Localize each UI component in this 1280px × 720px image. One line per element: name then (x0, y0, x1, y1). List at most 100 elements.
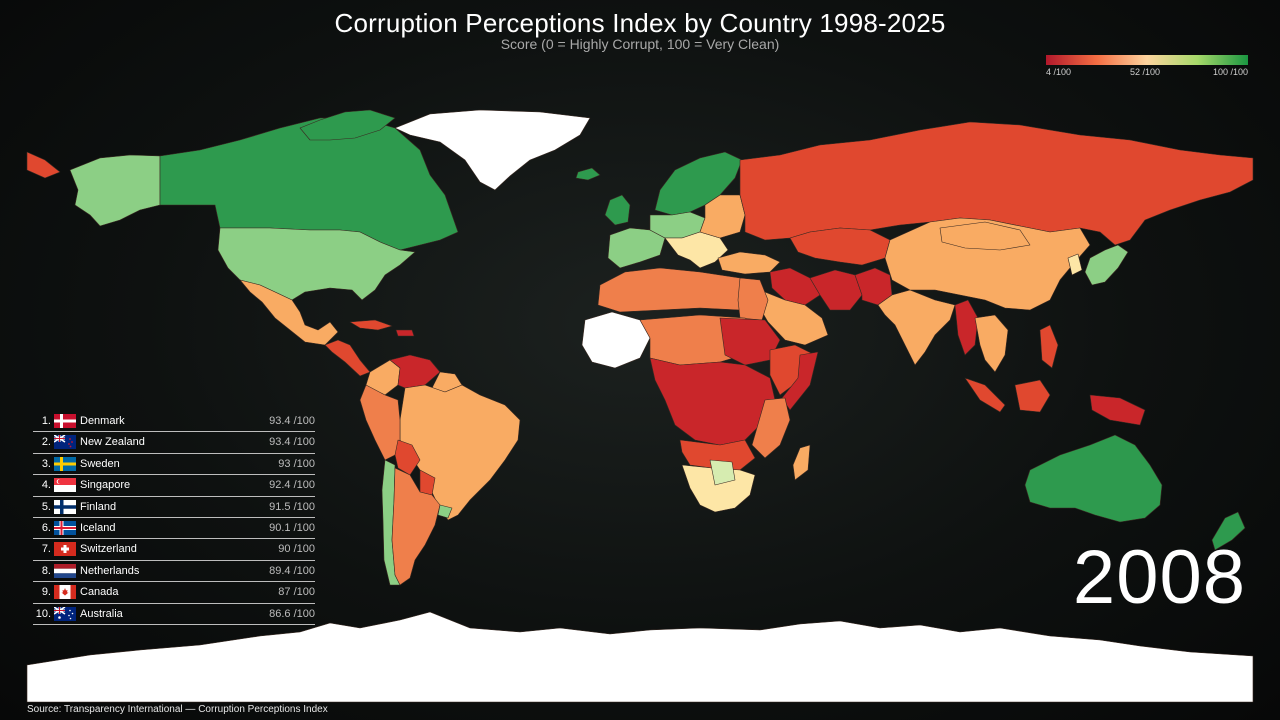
region-italy-balkans (664, 231, 729, 269)
rank-number: 7. (41, 543, 51, 556)
rank-number: 4. (41, 479, 51, 492)
flag-singapore-icon (54, 478, 76, 493)
legend-max-label: 100 /100 (1212, 67, 1248, 77)
ranking-row: 2. New Zealand 93.4 /100 (33, 432, 315, 454)
country-score: 90 /100 (278, 543, 315, 556)
flag-iceland-icon (54, 520, 76, 535)
rank-number: 8. (41, 564, 51, 577)
ranking-row: 4. Singapore 92.4 /100 (33, 475, 315, 497)
ranking-row: 3. Sweden 93 /100 (33, 454, 315, 476)
country-name: Australia (80, 607, 123, 620)
region-india (877, 289, 956, 366)
ranking-row: 7. Switzerland 90 /100 (33, 539, 315, 561)
region-canada-islands (299, 109, 396, 141)
region-iran (809, 269, 863, 311)
region-thailand-indochina (974, 314, 1009, 373)
country-score: 87 /100 (278, 586, 315, 599)
region-mexico (239, 279, 339, 346)
flag-finland-icon (54, 499, 76, 514)
flag-sweden-icon (54, 456, 76, 471)
country-name: Denmark (80, 415, 125, 427)
source-credit: Source: Transparency International — Cor… (27, 704, 328, 715)
region-antarctica (26, 611, 1254, 703)
page-subtitle: Score (0 = Highly Corrupt, 100 = Very Cl… (500, 36, 780, 52)
rank-number: 1. (41, 415, 51, 427)
region-madagascar (792, 444, 811, 481)
flag-netherlands-icon (54, 563, 76, 578)
region-ecuador-peru (359, 384, 401, 461)
country-name: Canada (80, 586, 119, 599)
legend-min-label: 4 /100 (1046, 67, 1072, 77)
region-east-africa (751, 397, 791, 459)
region-new-guinea (1089, 394, 1146, 426)
region-middle-east (769, 267, 821, 306)
country-name: Netherlands (80, 564, 140, 577)
rank-number: 3. (41, 457, 51, 470)
region-hispaniola (395, 329, 415, 337)
country-score: 90.1 /100 (269, 521, 315, 534)
region-sumatra (964, 377, 1006, 413)
legend-gradient-bar (1046, 55, 1248, 65)
color-legend: 4 /100 52 /100 100 /100 (1046, 55, 1248, 81)
region-china (884, 217, 1091, 311)
region-central-asia (789, 227, 891, 266)
page-title: Corruption Perceptions Index by Country … (334, 8, 946, 38)
country-score: 91.5 /100 (269, 500, 315, 513)
region-new-zealand (1211, 511, 1246, 551)
ranking-row: 1. Denmark 93.4 /100 (33, 411, 315, 433)
region-alaska (69, 154, 161, 227)
top-ten-ranking: 1. Denmark 93.4 /100 2. New Zealand 93.4… (33, 411, 315, 625)
region-egypt (737, 277, 769, 321)
ranking-row: 6. Iceland 90.1 /100 (33, 518, 315, 540)
region-cuba (349, 319, 393, 331)
region-korea (1067, 253, 1083, 276)
region-eastern-europe (699, 194, 746, 239)
flag-switzerland-icon (54, 542, 76, 557)
country-name: Finland (80, 500, 117, 513)
flag-canada-icon (54, 585, 76, 600)
region-turkey (717, 251, 781, 275)
flag-denmark-icon (54, 414, 76, 428)
region-australia (1024, 434, 1163, 523)
rank-number: 9. (41, 586, 51, 599)
region-greenland (394, 109, 591, 191)
rank-number: 5. (41, 500, 51, 513)
region-argentina (391, 467, 441, 586)
region-japan (1084, 244, 1129, 286)
region-botswana (709, 459, 736, 486)
rank-number: 2. (41, 436, 51, 449)
region-north-africa (597, 267, 761, 313)
legend-mid-label: 52 /100 (1130, 67, 1161, 77)
region-east-russia-tip (26, 151, 61, 179)
region-central-america (324, 339, 371, 377)
region-uruguay (437, 504, 453, 519)
country-score: 93.4 /100 (269, 415, 315, 427)
region-uk-ireland (604, 194, 631, 226)
rank-number: 10. (35, 607, 51, 620)
country-score: 93 /100 (278, 457, 315, 470)
country-score: 93.4 /100 (269, 436, 315, 449)
region-philippines (1039, 324, 1059, 369)
ranking-row: 10. Australia 86.6 /100 (33, 604, 315, 625)
ranking-row: 8. Netherlands 89.4 /100 (33, 561, 315, 583)
flag-australia-icon (54, 606, 76, 621)
country-score: 92.4 /100 (269, 479, 315, 492)
rank-number: 6. (41, 521, 51, 534)
legend-labels: 4 /100 52 /100 100 /100 (1046, 67, 1248, 81)
country-score: 89.4 /100 (269, 564, 315, 577)
region-myanmar (954, 299, 979, 356)
region-west-africa (581, 311, 651, 369)
region-somalia (781, 351, 819, 411)
country-name: Iceland (80, 521, 116, 534)
current-year: 2008 (1072, 535, 1246, 620)
country-score: 86.6 /100 (269, 607, 315, 620)
region-central-africa (649, 357, 776, 446)
ranking-row: 9. Canada 87 /100 (33, 582, 315, 604)
country-name: New Zealand (80, 436, 145, 449)
region-mongolia (939, 221, 1031, 251)
country-name: Switzerland (80, 543, 137, 556)
country-name: Singapore (80, 479, 131, 492)
flag-new-zealand-icon (54, 435, 76, 450)
region-iceland (575, 167, 601, 181)
